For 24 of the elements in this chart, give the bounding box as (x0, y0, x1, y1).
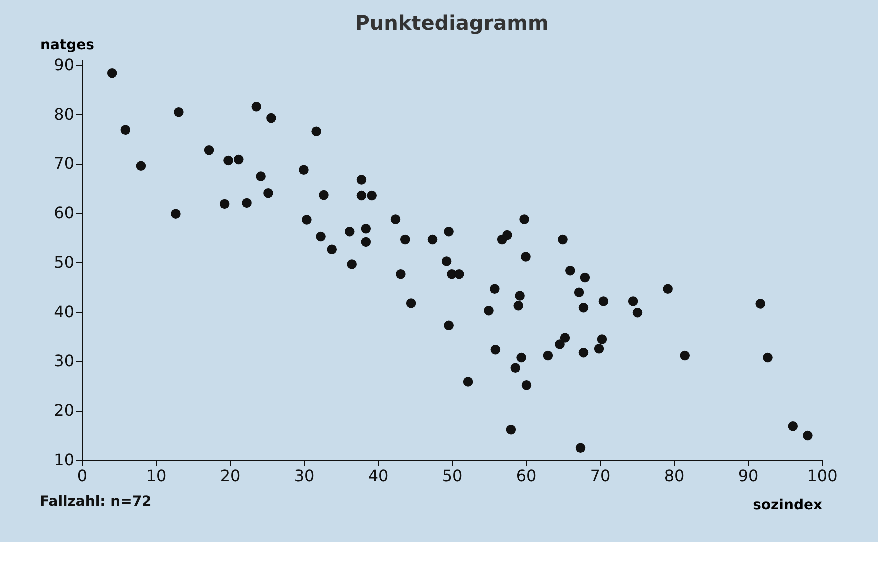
y-tick-label: 90 (54, 55, 74, 74)
x-tick-label: 50 (442, 466, 463, 486)
x-tick-label: 0 (77, 466, 88, 486)
x-tick-label: 90 (738, 466, 759, 486)
text: Fallzahl: n=72 (40, 494, 152, 510)
y-tick-label: 20 (54, 401, 74, 420)
x-tick-label: 20 (220, 466, 241, 486)
y-tick-label: 60 (54, 204, 74, 223)
x-tick-label: 60 (516, 466, 537, 486)
y-tick-label: 40 (54, 302, 74, 322)
y-axis-title: natges (40, 38, 94, 54)
y-tick-label: 30 (54, 352, 74, 371)
x-tick-label: 80 (664, 466, 685, 486)
y-tick-label: 80 (54, 104, 74, 124)
x-tick-label: 70 (590, 466, 611, 486)
y-tick-label: 10 (54, 450, 74, 470)
x-axis-title: sozindex (753, 498, 822, 514)
x-tick-label: 10 (146, 466, 167, 486)
x-tick-label: 40 (368, 466, 389, 486)
x-tick-label: 100 (807, 466, 838, 486)
y-tick-label: 50 (54, 252, 74, 272)
chart-title: Punktediagramm (355, 11, 549, 35)
x-tick-label: 30 (294, 466, 315, 486)
y-tick-label: 70 (54, 154, 74, 174)
